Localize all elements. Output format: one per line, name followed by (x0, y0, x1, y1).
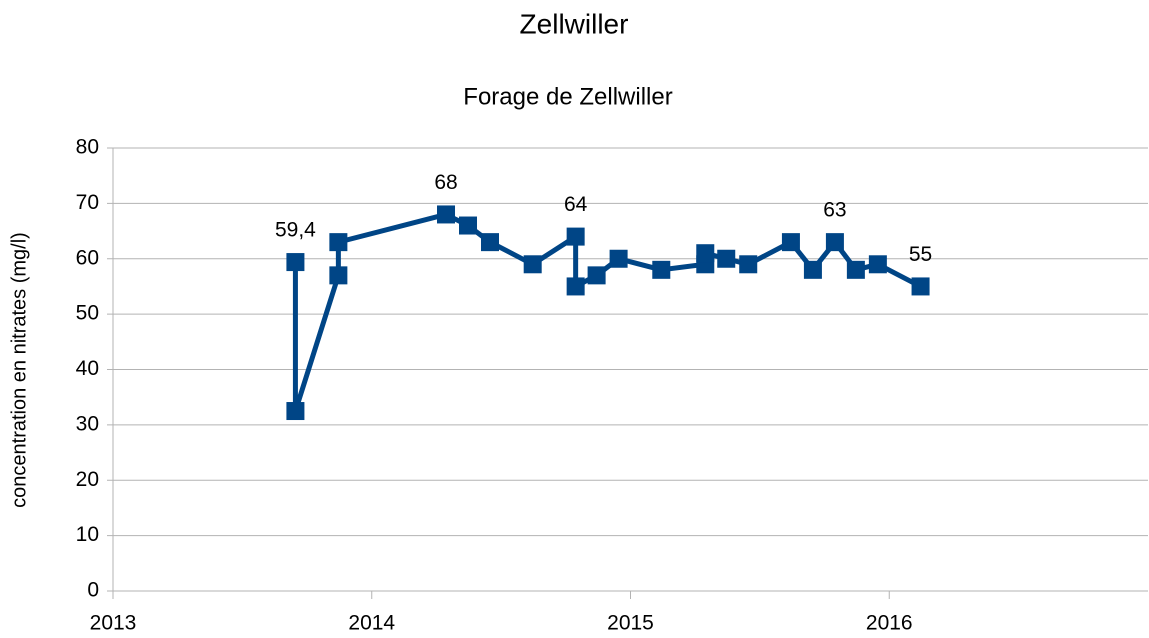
marker (437, 205, 456, 224)
x-tick-label: 2016 (866, 612, 913, 635)
y-axis-label: concentration en nitrates (mg/l) (8, 232, 30, 508)
x-tick-label: 2015 (607, 612, 654, 635)
marker (286, 253, 305, 272)
marker (566, 227, 585, 246)
marker (286, 402, 305, 421)
chart-title: Zellwiller (520, 8, 629, 39)
marker (609, 249, 628, 268)
marker (911, 277, 930, 296)
marker (846, 260, 865, 279)
y-tick-label: 0 (87, 579, 99, 602)
y-tick-label: 50 (76, 302, 99, 325)
marker (652, 260, 671, 279)
marker (825, 233, 844, 252)
marker (717, 249, 736, 268)
y-tick-label: 60 (76, 246, 99, 269)
y-tick-label: 40 (76, 357, 99, 380)
marker (587, 266, 606, 285)
marker (868, 255, 887, 274)
marker (459, 216, 478, 235)
data-label: 59,4 (275, 219, 316, 242)
data-label: 63 (823, 199, 846, 222)
y-tick-label: 30 (76, 412, 99, 435)
y-tick-label: 10 (76, 523, 99, 546)
x-tick-label: 2013 (90, 612, 137, 635)
marker (781, 233, 800, 252)
marker (329, 233, 348, 252)
marker (523, 255, 542, 274)
chart-subtitle: Forage de Zellwiller (463, 83, 672, 110)
marker (566, 277, 585, 296)
marker (329, 266, 348, 285)
y-tick-label: 20 (76, 468, 99, 491)
y-tick-label: 80 (76, 136, 99, 159)
y-tick-label: 70 (76, 191, 99, 214)
data-label: 64 (564, 193, 588, 216)
data-label: 55 (909, 243, 932, 266)
marker (480, 233, 499, 252)
marker (739, 255, 758, 274)
data-label: 68 (434, 171, 457, 194)
marker (696, 244, 715, 263)
marker (803, 260, 822, 279)
x-tick-label: 2014 (348, 612, 395, 635)
